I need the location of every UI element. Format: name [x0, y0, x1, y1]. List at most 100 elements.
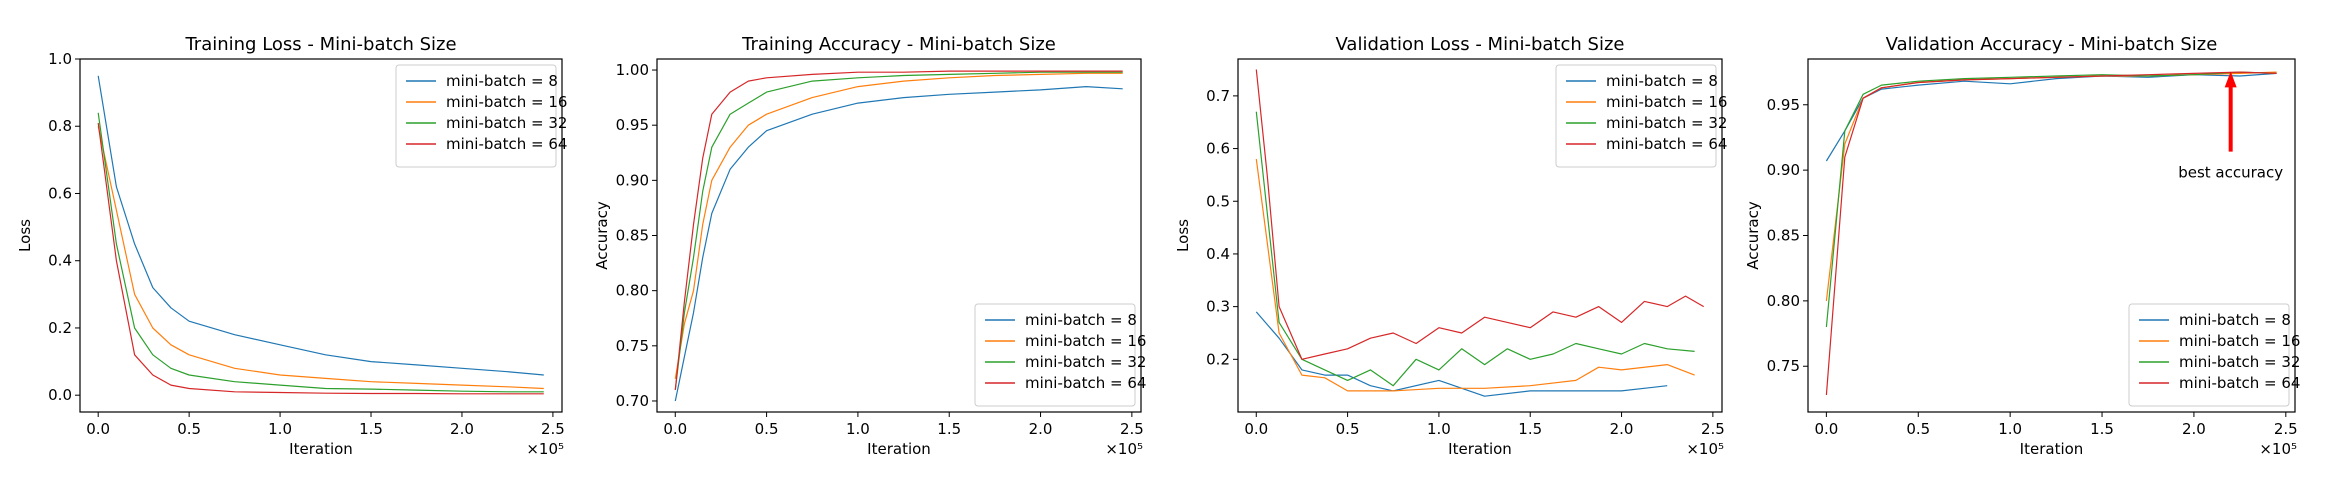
x-axis-offset-label: ×10⁵	[1105, 440, 1143, 458]
best-accuracy-arrow	[2224, 71, 2237, 152]
x-tick-label: 1.5	[1518, 420, 1542, 438]
series-line-1	[674, 85, 1123, 402]
y-tick-label: 0.95	[616, 116, 649, 134]
legend-label: mini-batch = 32	[446, 114, 567, 132]
series-line-1	[97, 75, 544, 376]
legend-label: mini-batch = 8	[446, 72, 558, 90]
y-tick-label: 0.4	[48, 252, 72, 270]
y-tick-label: 0.2	[1206, 350, 1230, 368]
legend-label: mini-batch = 64	[1606, 135, 1727, 153]
chart-title: Validation Accuracy - Mini-batch Size	[1886, 34, 2218, 55]
legend: mini-batch = 8 mini-batch = 16 mini-batch …	[2128, 303, 2300, 407]
chart-panel-3: Validation Loss - Mini-batch Size 0.0 0.5 1…	[1174, 34, 1727, 458]
legend-box	[395, 64, 557, 168]
series-line-4	[674, 70, 1123, 390]
y-tick-label: 0.80	[1767, 292, 1800, 310]
legend-label: mini-batch = 8	[1025, 311, 1137, 329]
y-tick-label: 1.0	[48, 50, 72, 68]
series-line-4	[1825, 71, 2277, 396]
legend-label: mini-batch = 32	[1606, 114, 1727, 132]
x-tick-label: 0.5	[177, 420, 201, 438]
x-axis-label: Iteration	[867, 440, 931, 458]
y-tick-label: 0.85	[1767, 227, 1800, 245]
y-tick-label: 0.6	[48, 184, 72, 202]
y-tick-label: 0.7	[1206, 87, 1230, 105]
x-axis-label: Iteration	[2020, 440, 2084, 458]
chart-panel-1: Training Loss - Mini-batch Size 0.0 0.5 1.0…	[16, 34, 567, 458]
series-line-2	[97, 126, 544, 390]
series-line-2	[1825, 71, 2277, 301]
legend-label: mini-batch = 64	[446, 135, 567, 153]
y-tick-label: 0.4	[1206, 245, 1230, 263]
x-tick-label: 1.5	[2090, 420, 2114, 438]
y-axis-label: Accuracy	[593, 201, 611, 270]
x-tick-label: 0.0	[1814, 420, 1838, 438]
y-axis-label: Loss	[1174, 219, 1192, 252]
x-tick-label: 1.0	[846, 420, 870, 438]
y-tick-label: 0.8	[48, 117, 72, 135]
x-tick-label: 1.5	[937, 420, 961, 438]
series-line-3	[97, 112, 544, 393]
y-tick-label: 1.00	[616, 61, 649, 79]
chart-panel-4: Validation Accuracy - Mini-batch Size 0.0…	[1744, 34, 2300, 458]
y-tick-label: 0.95	[1767, 96, 1800, 114]
legend-box	[1555, 64, 1717, 168]
y-tick-label: 0.6	[1206, 140, 1230, 158]
x-tick-label: 2.5	[2274, 420, 2298, 438]
series-line-2	[674, 72, 1123, 379]
x-axis-label: Iteration	[289, 440, 353, 458]
chart-title: Validation Loss - Mini-batch Size	[1336, 34, 1625, 55]
x-tick-label: 2.5	[1701, 420, 1725, 438]
series-line-3	[1825, 71, 2277, 328]
x-tick-label: 0.0	[1244, 420, 1268, 438]
legend-label: mini-batch = 64	[2179, 374, 2300, 392]
chart-title: Training Accuracy - Mini-batch Size	[741, 34, 1056, 55]
x-tick-label: 1.0	[1998, 420, 2022, 438]
y-tick-label: 0.0	[48, 386, 72, 404]
x-tick-label: 2.0	[2182, 420, 2206, 438]
legend: mini-batch = 8 mini-batch = 16 mini-batch …	[974, 303, 1146, 407]
y-axis-label: Accuracy	[1744, 201, 1762, 270]
legend-box	[2128, 303, 2290, 407]
series-line-3	[1255, 111, 1695, 387]
series-line-1	[1255, 311, 1668, 397]
legend-label: mini-batch = 64	[1025, 374, 1146, 392]
y-tick-label: 0.80	[616, 282, 649, 300]
arrow-head	[2224, 71, 2237, 88]
y-tick-label: 0.75	[1767, 357, 1800, 375]
series-line-4	[97, 122, 544, 395]
x-tick-label: 0.5	[1906, 420, 1930, 438]
annotation-text: best accuracy	[2178, 164, 2283, 182]
x-axis-offset-label: ×10⁵	[2259, 440, 2297, 458]
x-tick-label: 2.0	[450, 420, 474, 438]
x-tick-label: 0.5	[1336, 420, 1360, 438]
y-axis-label: Loss	[16, 219, 34, 252]
legend-label: mini-batch = 16	[1025, 332, 1146, 350]
y-tick-label: 0.90	[616, 171, 649, 189]
x-axis-offset-label: ×10⁵	[1686, 440, 1724, 458]
chart-panel-2: Training Accuracy - Mini-batch Size 0.0 0.…	[593, 34, 1146, 458]
y-tick-label: 0.2	[48, 319, 72, 337]
legend-label: mini-batch = 16	[446, 93, 567, 111]
series-line-3	[674, 71, 1123, 390]
legend-label: mini-batch = 32	[1025, 353, 1146, 371]
x-tick-label: 2.5	[1120, 420, 1144, 438]
x-tick-label: 1.5	[359, 420, 383, 438]
chart-title: Training Loss - Mini-batch Size	[184, 34, 456, 55]
x-axis-label: Iteration	[1448, 440, 1512, 458]
y-tick-label: 0.75	[616, 337, 649, 355]
x-tick-label: 0.0	[86, 420, 110, 438]
series-line-2	[1255, 159, 1695, 392]
x-tick-label: 2.5	[541, 420, 565, 438]
legend-label: mini-batch = 16	[1606, 93, 1727, 111]
y-tick-label: 0.5	[1206, 192, 1230, 210]
legend-label: mini-batch = 32	[2179, 353, 2300, 371]
plot-frame	[79, 58, 563, 413]
y-tick-label: 0.3	[1206, 298, 1230, 316]
x-tick-label: 1.0	[1427, 420, 1451, 438]
y-tick-label: 0.85	[616, 227, 649, 245]
legend-label: mini-batch = 16	[2179, 332, 2300, 350]
y-tick-label: 0.90	[1767, 161, 1800, 179]
y-tick-label: 0.70	[616, 392, 649, 410]
